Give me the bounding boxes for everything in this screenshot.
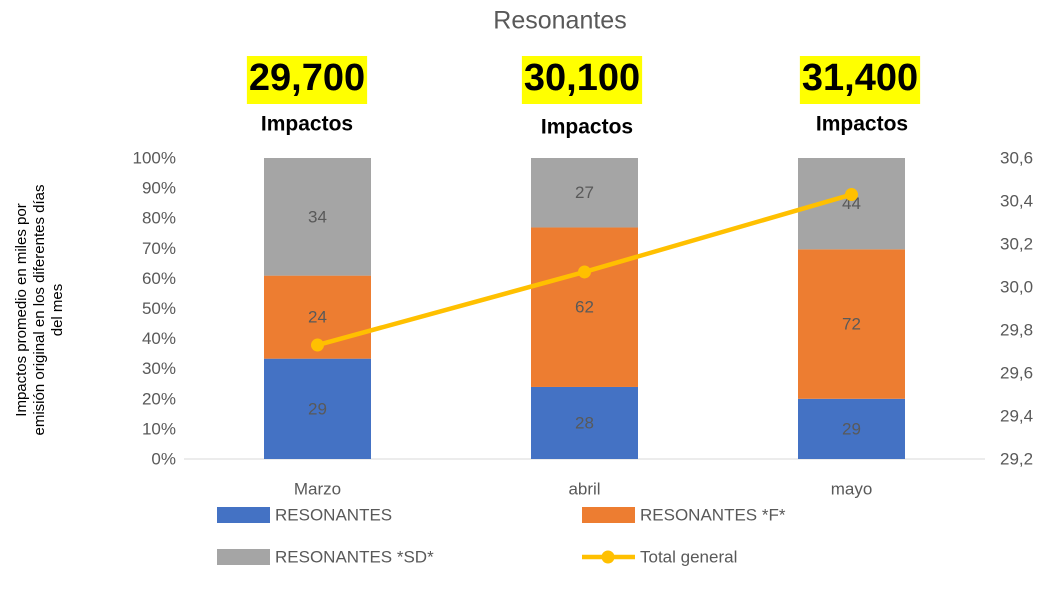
y2-tick-label: 30,4 [1000,191,1033,210]
data-label: 24 [308,308,327,327]
y-tick-label: 40% [142,329,176,348]
chart-title: Resonantes [493,7,626,35]
y-axis-title-line: Impactos promedio en miles por [13,203,30,416]
y-tick-label: 30% [142,359,176,378]
bar-segment [264,158,371,276]
y-tick-label: 80% [142,209,176,228]
headline-highlight [521,56,643,104]
legend-label: RESONANTES *F* [640,505,786,524]
y2-tick-label: 29,6 [1000,363,1033,382]
y-tick-label: 20% [142,389,176,408]
y-tick-label: 90% [142,179,176,198]
y-tick-label: 100% [133,148,176,167]
x-tick-label: Marzo [294,479,341,498]
legend-label: RESONANTES *SD* [275,547,434,566]
headline-note: Impactos [261,113,353,136]
line-marker [578,265,591,279]
headline-value: 29,700 [249,57,365,99]
y-tick-label: 0% [151,449,176,468]
data-label: 27 [575,183,594,202]
legend-label: Total general [640,547,737,566]
headline-highlight [246,56,368,104]
y-axis-title: Impactos promedio en miles por emisión o… [13,185,66,436]
headline-highlight [799,56,921,104]
y2-tick-label: 30,2 [1000,234,1033,253]
y-tick-label: 70% [142,239,176,258]
bar-segment [531,158,638,228]
y2-tick-label: 29,4 [1000,406,1033,425]
data-label: 34 [308,207,327,226]
data-label: 28 [575,413,594,432]
y2-tick-label: 29,2 [1000,449,1033,468]
headline-value: 30,100 [524,57,640,99]
bar-segment [798,249,905,399]
data-label: 62 [575,298,594,317]
y-axis-title-line: emisión original en los diferentes días [31,185,48,436]
y2-tick-label: 29,8 [1000,320,1033,339]
y-tick-label: 10% [142,419,176,438]
y-tick-label: 60% [142,269,176,288]
y2-tick-label: 30,0 [1000,277,1033,296]
legend-marker [601,550,615,564]
data-label: 72 [842,315,861,334]
bar-segment [531,227,638,387]
data-label: 29 [308,399,327,418]
y2-tick-label: 30,6 [1000,148,1033,167]
legend-swatch [217,507,270,523]
bar-segment [264,358,371,459]
x-tick-label: abril [568,479,600,498]
bar-segment [531,386,638,459]
line-marker [845,188,858,202]
data-label: 29 [842,419,861,438]
legend-swatch [582,507,635,523]
headline-value: 31,400 [802,57,918,99]
y-axis-title-line: del mes [49,284,66,337]
bar-segment [798,398,905,459]
headline-note: Impactos [816,113,908,136]
legend-label: RESONANTES [275,505,392,524]
headline-note: Impactos [541,116,633,139]
y-tick-label: 50% [142,299,176,318]
line-marker [311,338,324,352]
legend-swatch [217,549,270,565]
x-tick-label: mayo [831,479,873,498]
